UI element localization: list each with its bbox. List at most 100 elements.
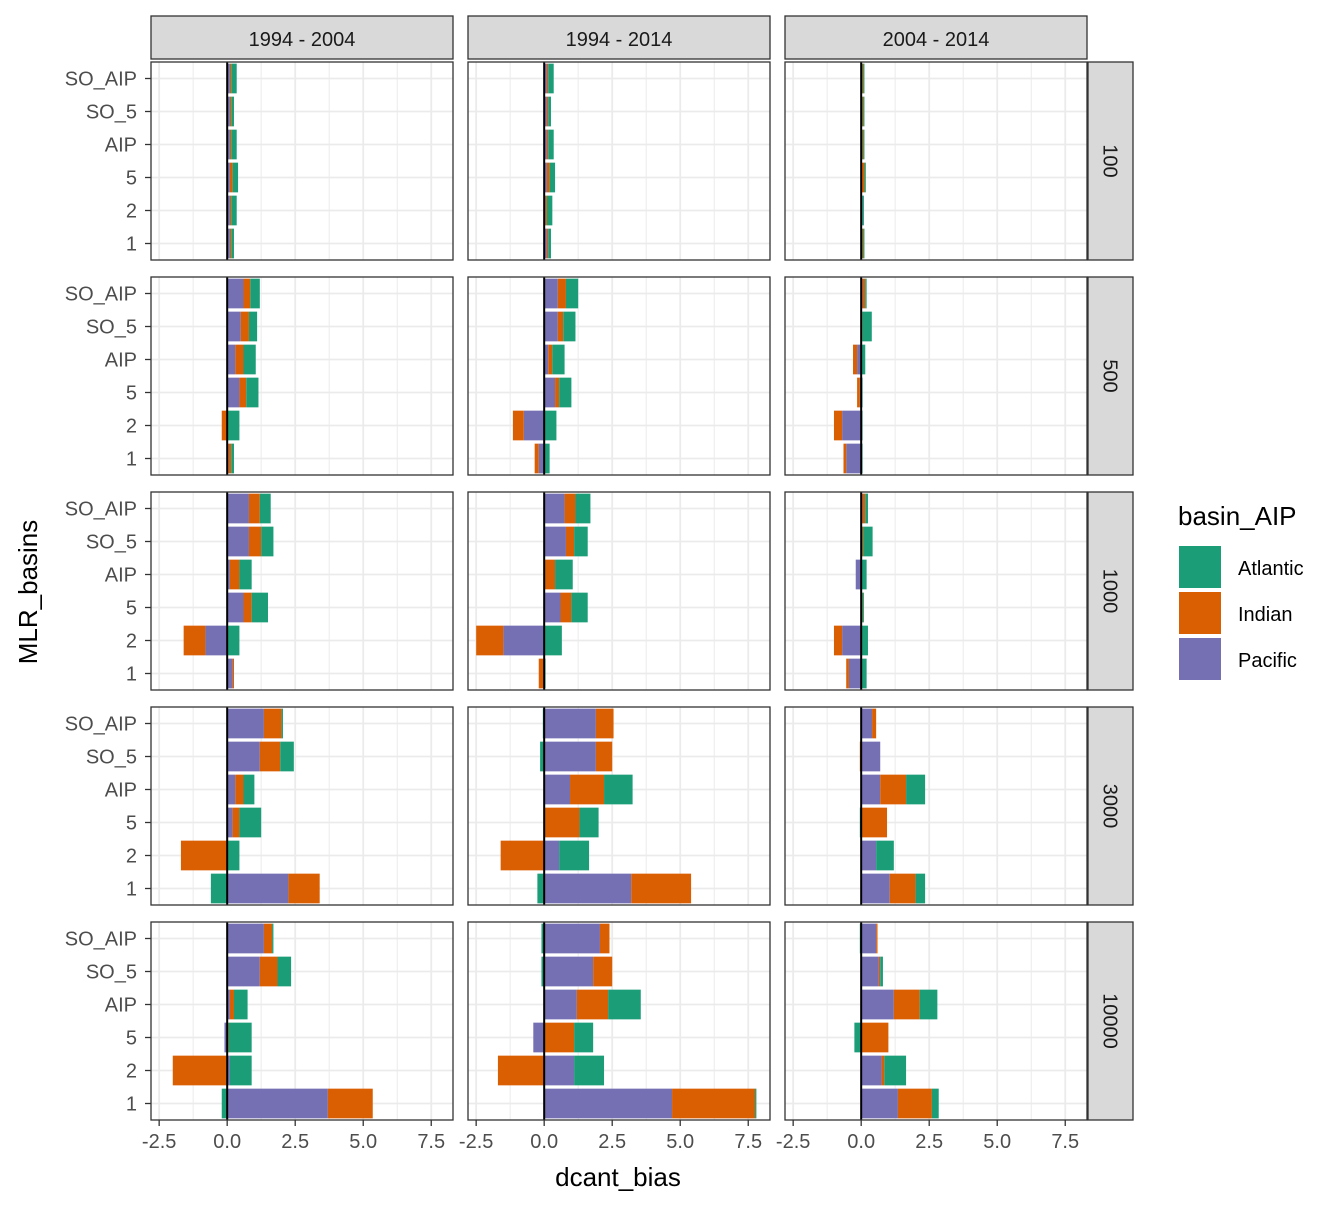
bar-atlantic bbox=[210, 873, 228, 904]
bar-atlantic bbox=[227, 410, 240, 441]
bar-pacific bbox=[544, 129, 547, 160]
panel-background bbox=[468, 492, 770, 690]
bar-pacific bbox=[544, 708, 596, 739]
panel-border bbox=[467, 706, 771, 906]
panel-border bbox=[784, 491, 1088, 691]
facet-panel bbox=[784, 706, 1088, 906]
bar-atlantic bbox=[565, 278, 579, 309]
panel-border bbox=[784, 61, 1088, 261]
bar-pacific bbox=[544, 840, 560, 871]
bar-pacific bbox=[842, 625, 862, 656]
y-tick-label: SO_5 bbox=[86, 962, 137, 984]
bar-indian bbox=[240, 311, 249, 342]
bar-indian bbox=[557, 311, 564, 342]
bar-pacific bbox=[544, 1088, 673, 1119]
bar-atlantic bbox=[232, 162, 239, 193]
bar-atlantic bbox=[863, 63, 865, 94]
bar-atlantic bbox=[548, 129, 554, 160]
facet-strip-row bbox=[1087, 706, 1134, 906]
bar-atlantic bbox=[548, 96, 551, 127]
panel-background bbox=[151, 707, 453, 905]
bar-atlantic bbox=[239, 559, 252, 590]
bar-indian bbox=[564, 493, 576, 524]
bar-indian bbox=[576, 989, 609, 1020]
bar-atlantic bbox=[548, 63, 554, 94]
bar-atlantic bbox=[248, 311, 258, 342]
bar-pacific bbox=[227, 807, 233, 838]
bar-atlantic bbox=[861, 658, 867, 689]
bar-indian bbox=[183, 625, 206, 656]
bar-indian bbox=[862, 493, 866, 524]
legend-label-indian: Indian bbox=[1238, 604, 1293, 626]
bar-pacific bbox=[227, 1088, 328, 1119]
bar-indian bbox=[546, 96, 549, 127]
y-tick-label: SO_5 bbox=[86, 317, 137, 339]
bar-atlantic bbox=[259, 493, 271, 524]
facet-strip-row-label: 10000 bbox=[1099, 993, 1121, 1049]
panel-background bbox=[151, 492, 453, 690]
panel-background bbox=[785, 492, 1087, 690]
bar-pacific bbox=[227, 278, 244, 309]
bar-atlantic bbox=[579, 807, 599, 838]
bar-pacific bbox=[227, 526, 249, 557]
bar-indian bbox=[239, 377, 247, 408]
panel-background bbox=[151, 62, 453, 260]
facet-panel bbox=[467, 921, 771, 1121]
bar-pacific bbox=[227, 63, 230, 94]
bar-pacific bbox=[227, 592, 244, 623]
facet-panel bbox=[467, 706, 771, 906]
bar-pacific bbox=[544, 96, 547, 127]
facet-strip-row bbox=[1087, 921, 1134, 1121]
facet-panel bbox=[467, 276, 771, 476]
facet-panel bbox=[467, 491, 771, 691]
bar-pacific bbox=[544, 278, 558, 309]
bar-indian bbox=[248, 526, 262, 557]
facet-panel bbox=[150, 491, 454, 691]
bar-atlantic bbox=[861, 344, 866, 375]
bar-atlantic bbox=[861, 625, 868, 656]
bar-indian bbox=[846, 658, 849, 689]
bar-indian bbox=[843, 443, 847, 474]
bar-pacific bbox=[205, 625, 228, 656]
panel-background bbox=[468, 707, 770, 905]
bar-indian bbox=[872, 708, 877, 739]
bar-atlantic bbox=[541, 923, 545, 954]
bar-pacific bbox=[544, 873, 632, 904]
bar-atlantic bbox=[233, 989, 248, 1020]
bar-atlantic bbox=[555, 559, 573, 590]
panel-background bbox=[468, 277, 770, 475]
facet-panel bbox=[784, 491, 1088, 691]
facet-strip-row bbox=[1087, 491, 1134, 691]
y-tick-label: 2 bbox=[126, 846, 137, 868]
y-tick-label: SO_AIP bbox=[65, 284, 137, 306]
y-tick-label: SO_AIP bbox=[65, 69, 137, 91]
bar-pacific bbox=[544, 344, 549, 375]
bar-atlantic bbox=[231, 228, 234, 259]
bar-pacific bbox=[544, 1055, 575, 1086]
bar-atlantic bbox=[559, 840, 590, 871]
panel-background bbox=[151, 277, 453, 475]
bar-pacific bbox=[227, 708, 264, 739]
bar-indian bbox=[232, 658, 234, 689]
bar-indian bbox=[172, 1055, 228, 1086]
bar-indian bbox=[229, 162, 233, 193]
bar-indian bbox=[878, 956, 881, 987]
bar-atlantic bbox=[277, 956, 292, 987]
bar-pacific bbox=[544, 162, 547, 193]
x-tick-label: 7.5 bbox=[734, 1131, 762, 1153]
bar-indian bbox=[893, 989, 920, 1020]
bar-atlantic bbox=[250, 278, 260, 309]
bar-pacific bbox=[544, 923, 600, 954]
bar-pacific bbox=[544, 526, 566, 557]
bar-indian bbox=[861, 228, 864, 259]
facet-panel bbox=[150, 61, 454, 261]
facet-strip-col-label: 1994 - 2004 bbox=[249, 29, 356, 51]
bar-indian bbox=[229, 96, 232, 127]
bar-atlantic bbox=[272, 923, 274, 954]
x-tick-label: -2.5 bbox=[142, 1131, 176, 1153]
y-tick-label: SO_5 bbox=[86, 102, 137, 124]
bar-indian bbox=[229, 559, 240, 590]
bar-pacific bbox=[227, 311, 241, 342]
panel-background bbox=[785, 62, 1087, 260]
x-tick-label: -2.5 bbox=[776, 1131, 810, 1153]
